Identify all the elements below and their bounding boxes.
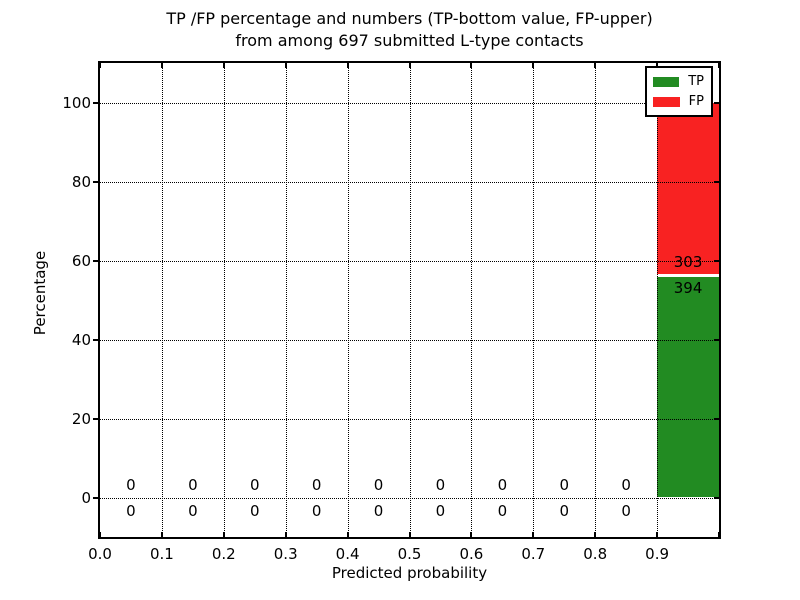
y-tick-mark xyxy=(93,259,98,262)
legend: TP FP xyxy=(645,66,713,117)
fp-count-label: 0 xyxy=(559,475,570,494)
x-tick-mark xyxy=(470,532,473,537)
tp-count-label: 0 xyxy=(435,501,446,520)
x-tick-mark xyxy=(284,532,287,537)
tp-count-label: 0 xyxy=(497,501,508,520)
gridline-vertical xyxy=(285,63,287,537)
fp-count-label: 0 xyxy=(497,475,508,494)
y-tick-mark xyxy=(93,417,98,420)
gridline-vertical xyxy=(409,63,411,537)
x-axis-label: Predicted probability xyxy=(331,564,488,582)
x-tick-mark xyxy=(532,63,535,68)
x-tick-label: 0.2 xyxy=(211,545,236,563)
tp-count-label: 0 xyxy=(621,501,631,520)
fp-count-label: 0 xyxy=(435,475,446,494)
x-tick-mark xyxy=(718,63,720,68)
chart-title-line2: from among 697 submitted L-type contacts xyxy=(235,31,584,50)
tp-count-label: 0 xyxy=(188,501,198,520)
x-tick-mark xyxy=(718,532,720,537)
fp-count-label: 303 xyxy=(673,253,703,272)
gridline-vertical xyxy=(471,63,473,537)
gridline-vertical xyxy=(161,63,163,537)
x-tick-mark xyxy=(99,532,101,537)
y-tick-mark xyxy=(714,496,719,499)
y-tick-mark xyxy=(93,338,98,341)
x-tick-label: 0.5 xyxy=(397,545,422,563)
x-tick-mark xyxy=(408,63,411,68)
y-tick-label: 40 xyxy=(71,330,91,349)
fp-count-label: 0 xyxy=(311,475,322,494)
legend-item-tp: TP xyxy=(653,73,704,90)
x-tick-label: 0.3 xyxy=(273,545,298,563)
x-tick-mark xyxy=(408,532,411,537)
y-tick-label: 100 xyxy=(62,93,91,112)
gridline-vertical xyxy=(347,63,349,537)
tp-count-label: 0 xyxy=(126,501,136,520)
tp-count-label: 0 xyxy=(559,501,570,520)
legend-label-tp: TP xyxy=(688,74,704,89)
y-tick-mark xyxy=(714,101,719,104)
chart-title: TP /FP percentage and numbers (TP-bottom… xyxy=(98,8,721,52)
tp-bar-segment xyxy=(657,274,719,498)
tp-swatch-icon xyxy=(653,76,680,87)
x-tick-mark xyxy=(284,63,287,68)
x-tick-mark xyxy=(160,63,163,68)
x-tick-label: 0.8 xyxy=(583,545,608,563)
y-tick-mark xyxy=(714,259,719,262)
chart-title-line1: TP /FP percentage and numbers (TP-bottom… xyxy=(166,9,653,28)
y-tick-mark xyxy=(93,101,98,104)
gridline-vertical xyxy=(657,63,659,537)
gridline-vertical xyxy=(595,63,597,537)
y-tick-label: 60 xyxy=(71,251,91,270)
x-tick-mark xyxy=(594,63,597,68)
fp-count-label: 0 xyxy=(126,475,136,494)
tp-count-label: 0 xyxy=(249,501,260,520)
legend-label-fp: FP xyxy=(688,94,704,109)
x-tick-mark xyxy=(160,532,163,537)
x-tick-mark xyxy=(656,63,659,68)
fp-count-label: 0 xyxy=(373,475,384,494)
y-tick-label: 80 xyxy=(71,172,91,191)
y-tick-mark xyxy=(714,338,719,341)
x-tick-label: 0.7 xyxy=(521,545,546,563)
fp-count-label: 0 xyxy=(249,475,260,494)
tp-count-label: 0 xyxy=(311,501,322,520)
y-tick-mark xyxy=(93,180,98,183)
y-axis-label: Percentage xyxy=(31,250,49,336)
x-tick-mark xyxy=(222,63,225,68)
tp-count-label: 394 xyxy=(673,279,703,298)
x-tick-label: 0.4 xyxy=(335,545,360,563)
fp-swatch-icon xyxy=(653,96,680,107)
fp-count-label: 0 xyxy=(621,475,631,494)
y-tick-mark xyxy=(714,417,719,420)
x-tick-mark xyxy=(222,532,225,537)
x-tick-mark xyxy=(346,532,349,537)
y-tick-label: 0 xyxy=(81,488,91,507)
x-tick-mark xyxy=(656,532,659,537)
y-tick-mark xyxy=(714,180,719,183)
fp-bar-segment xyxy=(657,102,719,275)
x-tick-mark xyxy=(532,532,535,537)
x-tick-mark xyxy=(594,532,597,537)
fp-count-label: 0 xyxy=(188,475,198,494)
gridline-vertical xyxy=(223,63,225,537)
plot-area: 0 20 40 60 80 100 0.0 0.1 0.2 0.3 0.4 0.5 0.6 0.7 0.8 0… xyxy=(62,61,721,563)
x-tick-mark xyxy=(470,63,473,68)
y-tick-mark xyxy=(93,496,98,499)
x-tick-mark xyxy=(346,63,349,68)
gridline-vertical xyxy=(533,63,535,537)
tp-count-label: 0 xyxy=(373,501,384,520)
x-tick-label: 0.9 xyxy=(645,545,670,563)
x-tick-label: 0.6 xyxy=(459,545,484,563)
legend-item-fp: FP xyxy=(653,93,704,110)
y-tick-label: 20 xyxy=(71,409,91,428)
x-tick-label: 0.1 xyxy=(149,545,174,563)
x-tick-mark xyxy=(99,63,101,68)
x-tick-label: 0.0 xyxy=(88,545,112,563)
